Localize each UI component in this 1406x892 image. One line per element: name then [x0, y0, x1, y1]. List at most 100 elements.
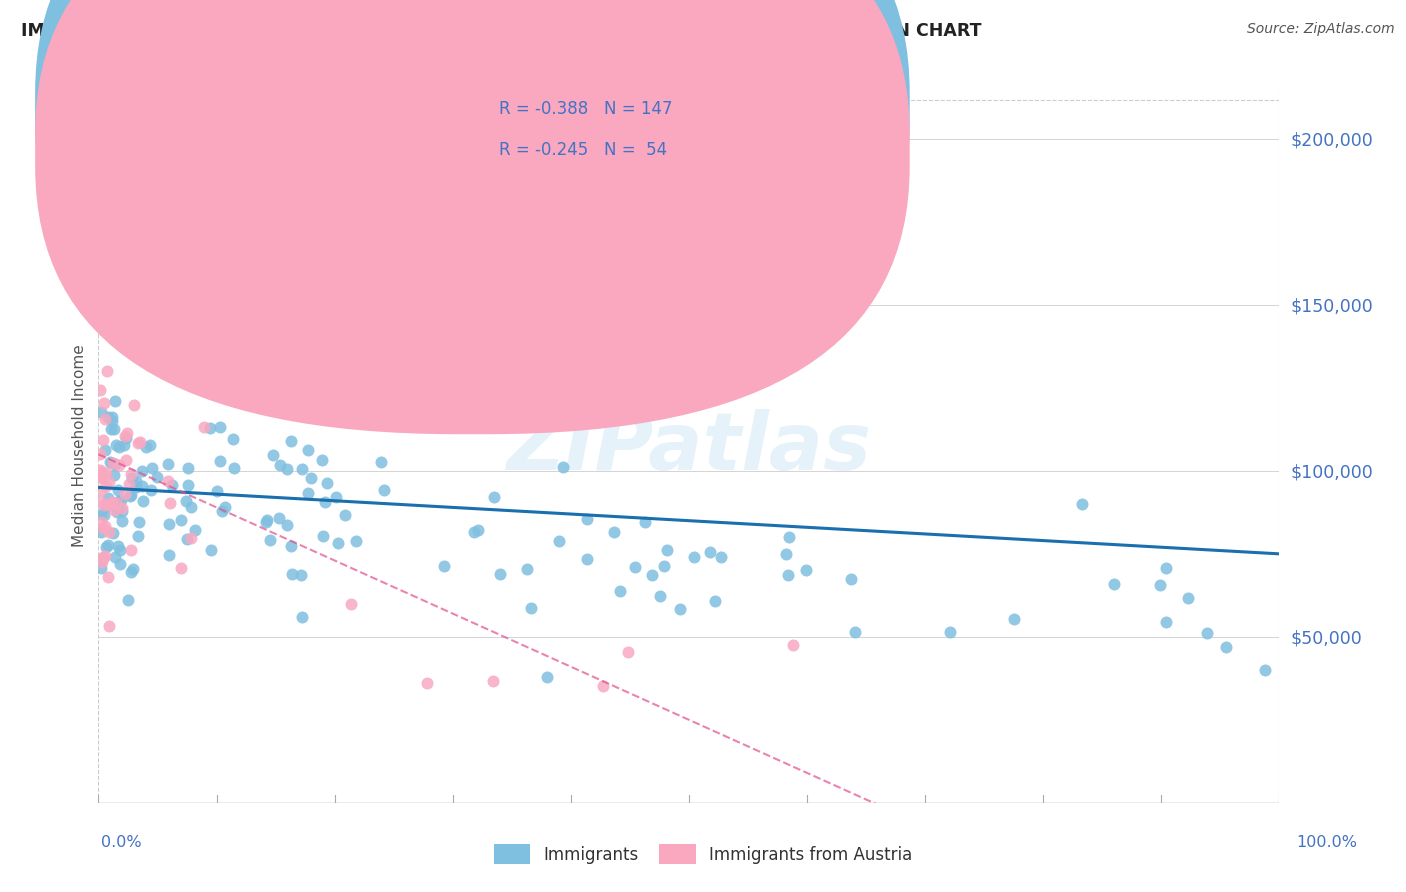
Point — [291, 610, 314, 624]
Point — [176, 461, 198, 475]
Point — [180, 500, 202, 514]
Point — [121, 470, 143, 484]
Point — [709, 549, 731, 564]
Point — [609, 583, 631, 598]
Point — [704, 594, 727, 608]
Point — [648, 589, 671, 603]
Point — [1195, 626, 1218, 640]
Point — [103, 503, 125, 517]
Point — [276, 461, 298, 475]
Point — [484, 490, 506, 504]
Point — [118, 489, 141, 503]
Point — [89, 463, 111, 477]
Point — [176, 478, 198, 492]
Point — [89, 494, 111, 508]
Point — [120, 565, 142, 579]
Point — [98, 475, 121, 489]
Point — [91, 521, 114, 535]
Point — [97, 524, 120, 539]
Point — [617, 645, 640, 659]
Point — [98, 619, 121, 633]
Text: R = -0.388   N = 147: R = -0.388 N = 147 — [499, 100, 672, 118]
Point — [297, 443, 319, 458]
Text: 100.0%: 100.0% — [1296, 836, 1357, 850]
Point — [101, 456, 124, 470]
Point — [131, 464, 153, 478]
Point — [94, 540, 117, 554]
Point — [200, 421, 222, 435]
Point — [1149, 578, 1171, 592]
Point — [184, 523, 207, 537]
Point — [333, 508, 356, 522]
Point — [94, 412, 117, 426]
Point — [297, 486, 319, 500]
Point — [325, 491, 347, 505]
Point — [176, 532, 198, 546]
Legend: Immigrants, Immigrants from Austria: Immigrants, Immigrants from Austria — [486, 838, 920, 871]
Point — [131, 479, 153, 493]
Point — [314, 495, 336, 509]
Point — [174, 494, 197, 508]
Point — [467, 523, 489, 537]
Point — [103, 422, 125, 436]
Point — [520, 601, 543, 615]
Point — [592, 679, 614, 693]
Point — [132, 494, 155, 508]
Point — [200, 543, 222, 558]
Point — [128, 515, 150, 529]
Y-axis label: Median Household Income: Median Household Income — [72, 344, 87, 548]
Point — [105, 438, 128, 452]
Point — [159, 496, 181, 510]
Point — [120, 543, 142, 558]
Point — [90, 483, 112, 497]
Point — [120, 467, 142, 481]
Point — [1002, 612, 1025, 626]
Point — [110, 543, 132, 558]
Point — [1154, 615, 1177, 630]
Point — [222, 432, 245, 446]
Point — [96, 364, 118, 378]
Point — [160, 478, 183, 492]
Point — [112, 438, 135, 452]
Point — [1154, 561, 1177, 575]
Point — [108, 493, 131, 508]
Point — [90, 515, 112, 529]
Point — [108, 440, 131, 454]
Point — [93, 396, 115, 410]
Point — [98, 455, 121, 469]
Point — [94, 443, 117, 458]
Point — [114, 431, 136, 445]
Point — [118, 476, 141, 491]
Point — [551, 460, 574, 475]
Point — [114, 429, 136, 443]
Point — [794, 563, 817, 577]
Point — [104, 393, 127, 408]
Text: 0.0%: 0.0% — [101, 836, 142, 850]
Point — [111, 503, 134, 517]
Point — [101, 414, 124, 428]
Point — [778, 530, 800, 544]
Point — [103, 467, 125, 482]
Point — [97, 538, 120, 552]
Point — [104, 457, 127, 471]
Point — [280, 539, 302, 553]
Point — [139, 438, 162, 452]
Point — [641, 567, 664, 582]
Point — [669, 602, 692, 616]
Point — [328, 536, 350, 550]
Point — [433, 559, 456, 574]
Point — [276, 517, 298, 532]
Point — [91, 550, 114, 565]
Point — [125, 474, 148, 488]
Point — [117, 592, 139, 607]
Point — [111, 514, 134, 528]
Point — [89, 383, 111, 397]
Text: IMMIGRANTS VS IMMIGRANTS FROM AUSTRIA MEDIAN HOUSEHOLD INCOME CORRELATION CHART: IMMIGRANTS VS IMMIGRANTS FROM AUSTRIA ME… — [21, 22, 981, 40]
Point — [291, 461, 314, 475]
Point — [125, 480, 148, 494]
Point — [222, 461, 245, 475]
Point — [482, 673, 505, 688]
Point — [91, 551, 114, 566]
Point — [280, 434, 302, 448]
Point — [111, 500, 134, 515]
